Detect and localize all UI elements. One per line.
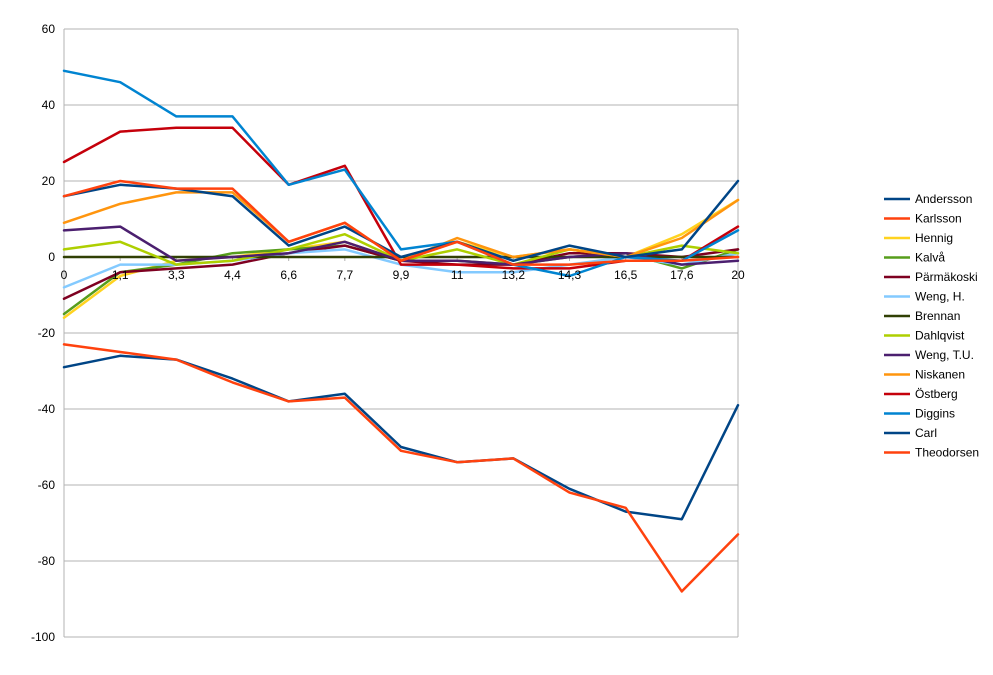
series-line-13 [62,179,740,266]
y-tick-label: -60 [38,478,56,492]
y-tick-label: 40 [42,98,56,112]
legend-label: Weng, T.U. [915,348,974,362]
x-tick-label: 0 [61,268,68,282]
legend-label: Niskanen [915,368,965,382]
legend-label: Hennig [915,231,953,245]
x-tick-labels: 0 1,1 3,3 4,4 6,6 7,7 9,9 11 13,2 14,3 16,5 17,6 20 [61,268,745,282]
y-tick-label: 20 [42,174,56,188]
series-line-0 [62,354,740,521]
series-line-11 [62,69,740,278]
y-tick-labels: 60 40 20 0 -20 -40 -60 -80 -100 [31,22,55,644]
x-tick-label: 11 [451,268,464,282]
legend-label: Weng, H. [915,290,965,304]
x-tick-label: 16,5 [614,268,638,282]
series-lines [62,69,740,593]
x-tick-label: 1,1 [112,268,129,282]
x-tick-label: 20 [731,268,745,282]
legend-label: Pärmäkoski [915,270,978,284]
x-tick-label: 13,2 [502,268,526,282]
x-tick-label: 9,9 [393,268,410,282]
legend-label: Theodorsen [915,446,979,460]
grid-lines [64,28,738,638]
x-tick-label: 17,6 [670,268,694,282]
y-tick-label: -20 [38,326,56,340]
x-tick-label: 3,3 [168,268,185,282]
x-tick-label: 7,7 [336,268,353,282]
series-line-1 [62,343,740,593]
x-tick-label: 14,3 [558,268,582,282]
legend-label: Dahlqvist [915,329,965,343]
y-tick-label: -40 [38,402,56,416]
legend-label: Brennan [915,309,960,323]
legend-label: Karlsson [915,212,962,226]
y-tick-label: 0 [48,250,55,264]
legend-label: Östberg [915,387,958,401]
x-tick-label: 6,6 [280,268,297,282]
legend-label: Diggins [915,407,955,421]
legend: Andersson Karlsson Hennig Kalvå Pärmäkoski We… [884,192,979,460]
legend-label: Andersson [915,192,972,206]
legend-label: Carl [915,426,937,440]
y-tick-label: 60 [42,22,56,36]
y-tick-label: -100 [31,630,55,644]
x-tick-label: 4,4 [224,268,241,282]
y-tick-label: -80 [38,554,56,568]
legend-label: Kalvå [915,251,945,265]
